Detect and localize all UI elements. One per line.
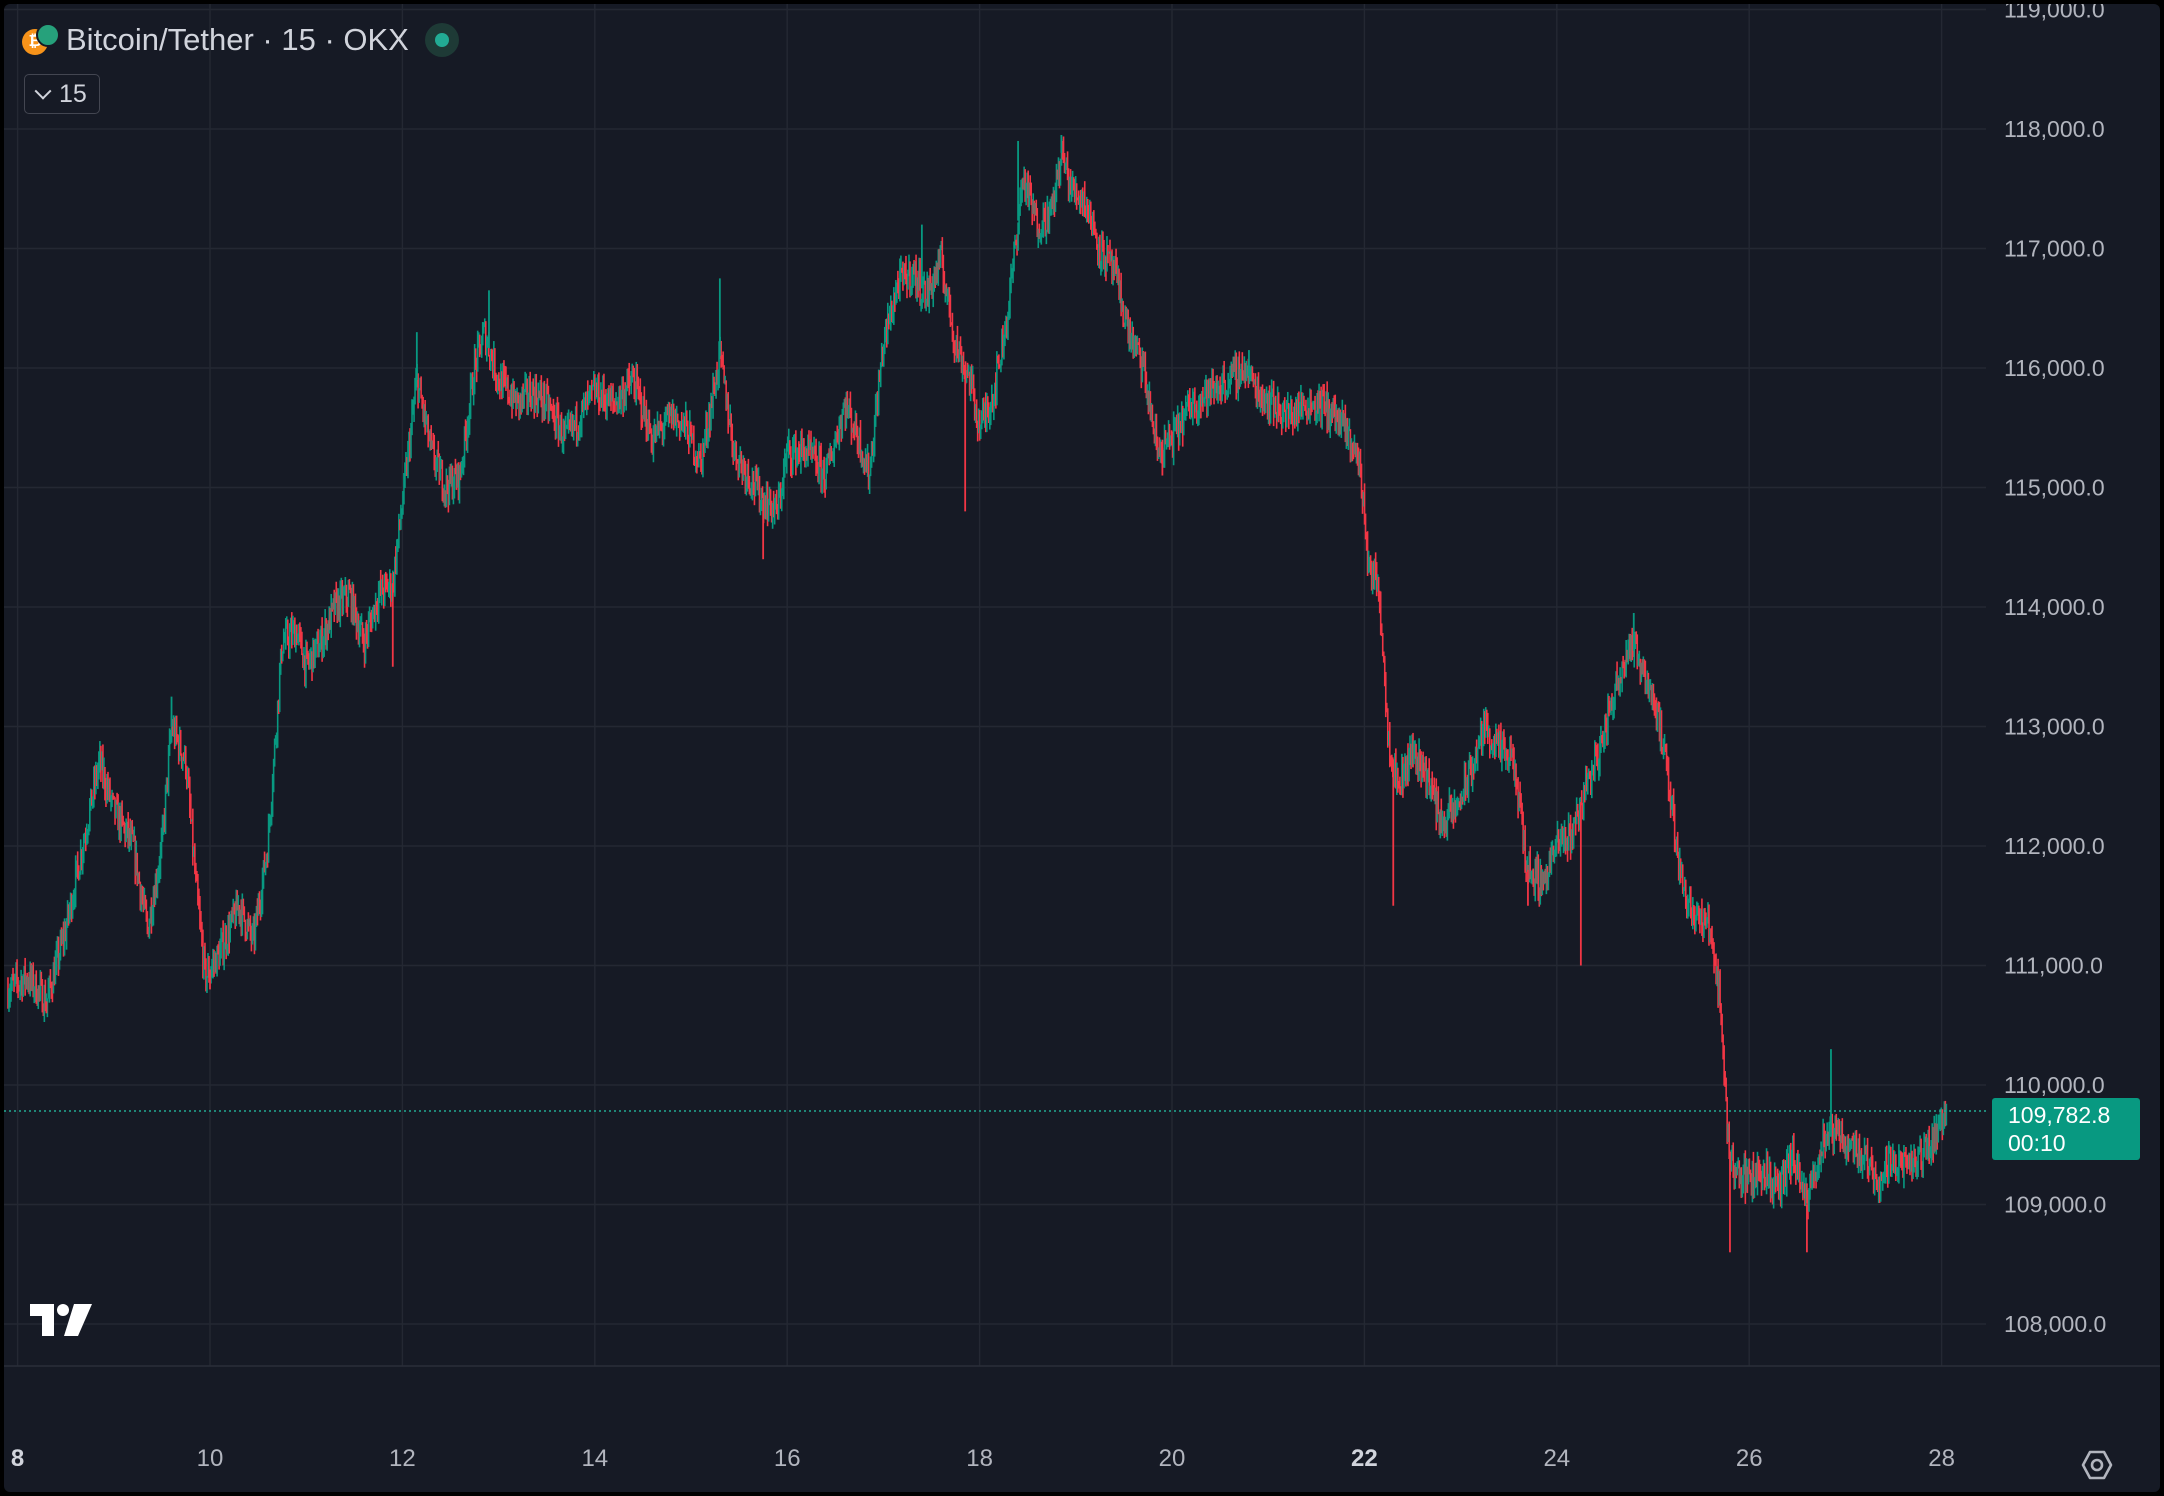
y-tick-label: 110,000.0 [2004, 1072, 2105, 1098]
last-price-tag: 109,782.8 00:10 [1992, 1098, 2140, 1160]
x-tick-label: 10 [197, 1445, 224, 1472]
y-tick-label: 116,000.0 [2004, 355, 2105, 381]
chart-settings-gear-icon[interactable] [2080, 1448, 2114, 1482]
last-price-value: 109,782.8 [2008, 1102, 2111, 1128]
y-tick-label: 111,000.0 [2004, 953, 2103, 979]
chart-frame: 108,000.0 109,000.0 110,000.0 111,000.0 112,… [4, 4, 2160, 1492]
symbol-title[interactable]: Bitcoin/Tether · 15 · OKX [66, 22, 409, 57]
x-tick-label: 12 [389, 1445, 416, 1472]
chevron-down-icon [34, 82, 52, 100]
y-tick-label: 112,000.0 [2004, 833, 2105, 859]
x-tick-label: 20 [1159, 1445, 1186, 1472]
bar-countdown: 00:10 [2008, 1130, 2066, 1156]
x-tick-label: 16 [774, 1445, 801, 1472]
y-tick-label: 118,000.0 [2004, 116, 2105, 142]
x-tick-label: 18 [966, 1445, 993, 1472]
x-tick-label: 26 [1736, 1445, 1763, 1472]
y-tick-label: 117,000.0 [2004, 236, 2105, 262]
market-open-dot-icon[interactable] [424, 23, 459, 57]
bitcoin-tether-coin-icon: ₿ [22, 23, 60, 57]
y-tick-label: 113,000.0 [2004, 714, 2105, 740]
y-tick-label: 119,000.0 [2004, 4, 2105, 23]
x-tick-label: 22 [1351, 1445, 1378, 1472]
x-tick-label: 8 [11, 1445, 24, 1472]
interval-button[interactable]: 15 [24, 74, 100, 114]
x-tick-label: 14 [581, 1445, 608, 1472]
y-tick-label: 115,000.0 [2004, 475, 2105, 501]
tradingview-logo-icon[interactable] [30, 1304, 94, 1338]
y-tick-label: 109,000.0 [2004, 1192, 2106, 1218]
y-tick-label: 108,000.0 [2004, 1311, 2106, 1337]
symbol-header[interactable]: ₿ Bitcoin/Tether · 15 · OKX [22, 22, 459, 58]
y-tick-label: 114,000.0 [2004, 594, 2105, 620]
x-tick-label: 28 [1928, 1445, 1955, 1472]
x-tick-label: 24 [1543, 1445, 1570, 1472]
interval-label: 15 [59, 79, 87, 108]
chart-canvas[interactable]: 108,000.0 109,000.0 110,000.0 111,000.0 112,… [4, 4, 2160, 1492]
